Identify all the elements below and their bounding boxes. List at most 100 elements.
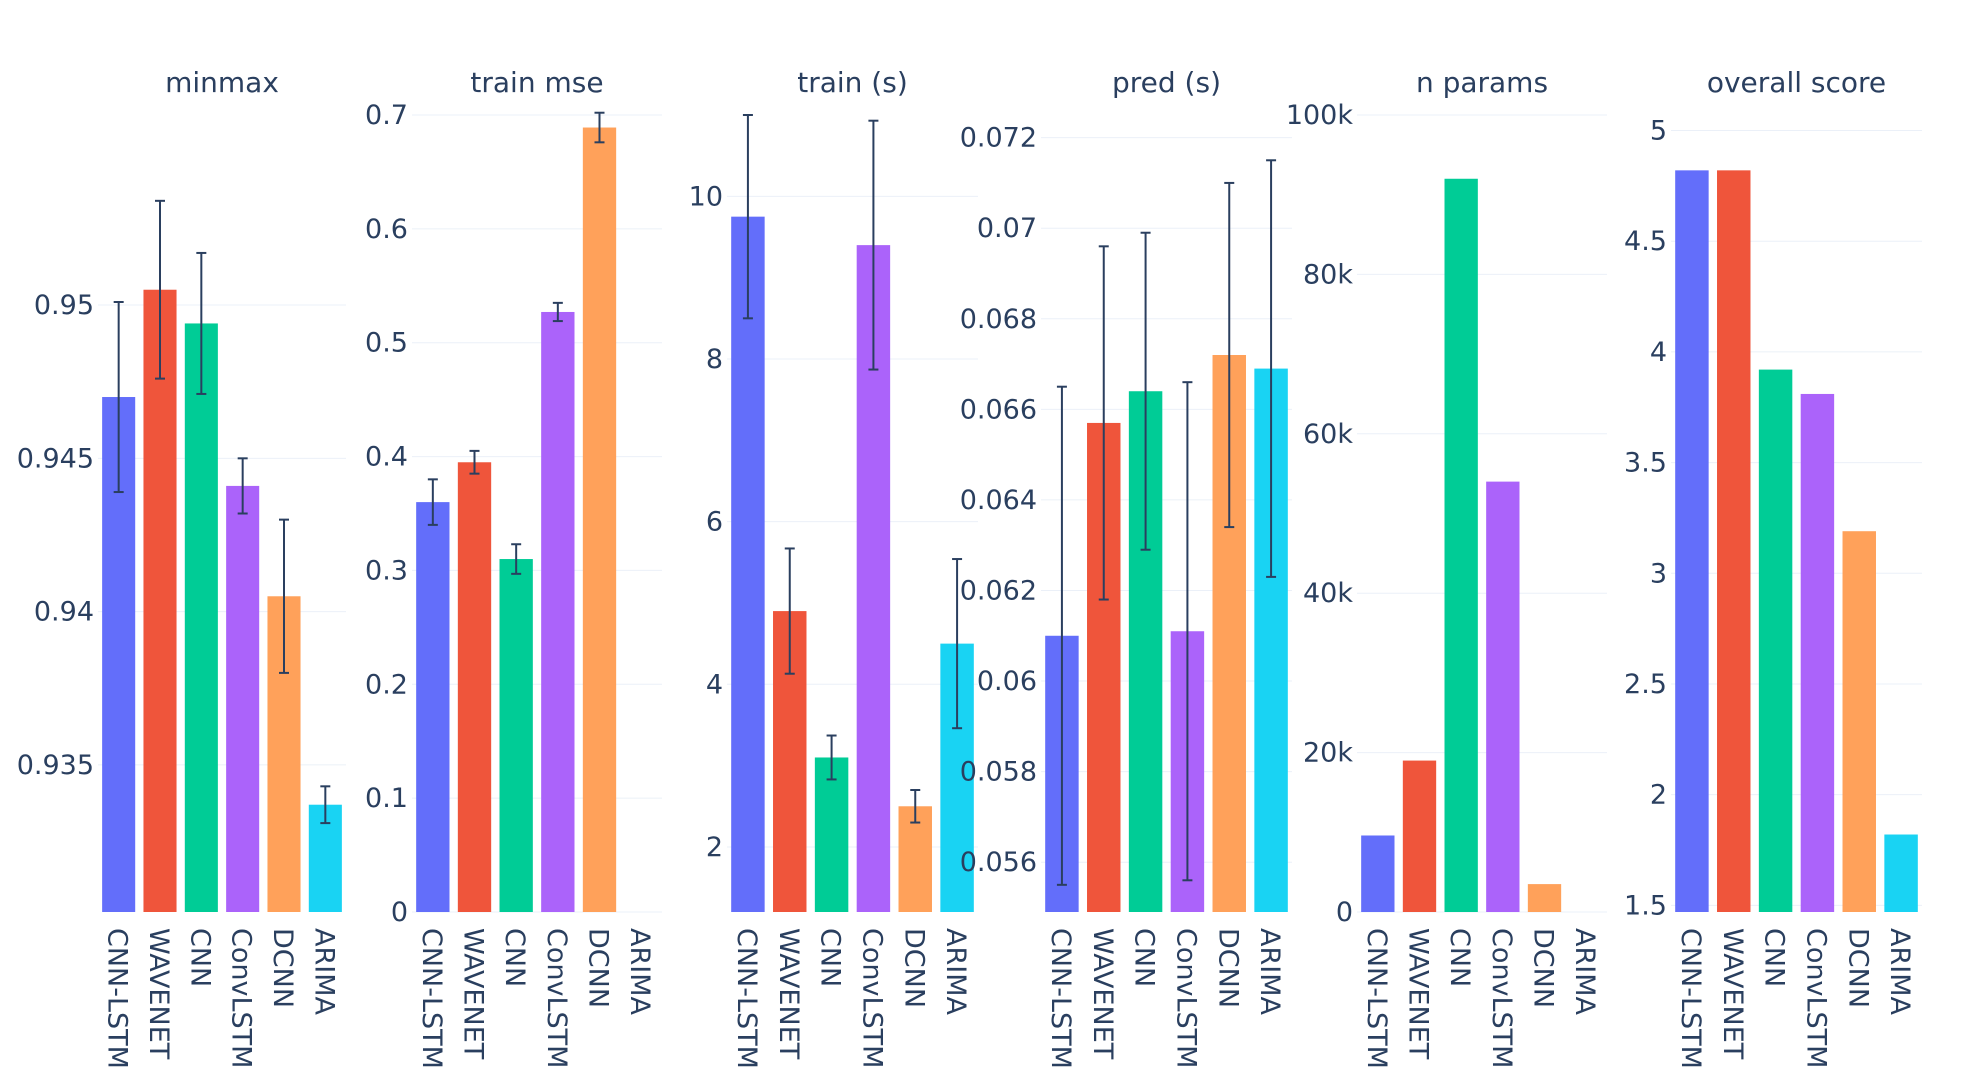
bar-cnn [499,559,533,912]
y-tick-label: 4 [1650,337,1667,368]
y-tick-label: 0.062 [960,575,1037,606]
y-tick-label: 0.056 [960,847,1037,878]
bar-wavenet [1717,170,1751,912]
x-tick-label: ARIMA [1569,928,1600,1015]
y-tick-label: 100k [1286,100,1354,131]
panel-title: overall score [1707,66,1886,99]
y-tick-label: 6 [706,507,723,538]
bar-convlstm [541,311,575,912]
y-tick-label: 8 [706,344,723,375]
y-tick-label: 80k [1303,259,1353,290]
bar-dcnn [898,806,932,912]
bar-dcnn [1842,531,1876,912]
y-tick-label: 0.94 [34,597,94,628]
y-tick-label: 0.4 [365,442,408,473]
x-tick-label: CNN [184,928,215,987]
y-tick-label: 0.3 [365,555,408,586]
panel-3: 0.056 0.058 0.06 0.062 0.064 0.066 0.068 0.07 0.… [960,66,1292,1069]
panel-5: 1.5 2 2.5 3 3.5 4 4.5 5 overall score CNN-LSTM WAV… [1624,66,1922,1069]
x-tick-label: CNN-LSTM [416,928,447,1069]
x-tick-label: CNN [1444,928,1475,987]
x-tick-label: CNN [499,928,530,987]
x-tick-label: ARIMA [308,928,339,1015]
bar-cnn [1444,178,1478,912]
x-tick-label: ARIMA [1884,928,1915,1015]
bar-cnn [184,323,218,912]
panel-1: 0 0.1 0.2 0.3 0.4 0.5 0.6 0.7 train mse CNN-LSTM W… [365,66,662,1069]
y-tick-label: 0 [391,897,408,928]
y-tick-label: 3 [1650,558,1667,589]
bar-cnn [814,757,849,912]
bar-wavenet [457,462,492,912]
x-tick-label: ConvLSTM [1800,928,1831,1068]
y-tick-label: 0.07 [977,213,1037,244]
panel-title: pred (s) [1112,66,1221,99]
panel-title: n params [1416,66,1548,99]
x-tick-label: ConvLSTM [856,928,887,1068]
y-tick-label: 0.6 [365,214,408,245]
x-tick-label: WAVENET [1717,928,1748,1060]
y-tick-label: 0.7 [365,100,408,131]
y-tick-label: 0.06 [977,666,1037,697]
x-tick-label: ConvLSTM [226,928,257,1068]
x-tick-label: ARIMA [940,928,971,1015]
y-tick-label: 0.064 [960,485,1037,516]
y-tick-label: 0.2 [365,669,408,700]
x-tick-label: WAVENET [143,928,174,1060]
x-tick-label: CNN [1129,928,1160,987]
panel-title: minmax [165,66,279,99]
bar-convlstm [1486,481,1520,912]
y-tick-label: 10 [689,181,723,212]
y-tick-label: 5 [1650,115,1667,146]
panel-0: 0.935 0.94 0.945 0.95 minmax CNN-LSTM WAVENET C… [17,66,346,1069]
x-tick-label: DCNN [1212,928,1243,1008]
bar-convlstm [1800,393,1835,912]
y-tick-label: 4.5 [1624,226,1667,257]
x-tick-label: DCNN [267,928,298,1008]
bar-cnn-lstm [416,502,450,912]
y-tick-label: 0.5 [365,328,408,359]
x-tick-label: CNN-LSTM [1675,928,1706,1069]
panel-title: train (s) [797,66,908,99]
x-tick-label: DCNN [1528,928,1559,1008]
x-tick-label: WAVENET [1087,928,1118,1060]
x-tick-label: CNN-LSTM [102,928,133,1069]
bar-dcnn [582,127,617,912]
y-tick-label: 0 [1336,897,1353,928]
y-tick-label: 2 [706,832,723,863]
y-tick-label: 0.1 [365,783,408,814]
bar-cnn-lstm [1675,170,1709,912]
panel-4: 0 20k 40k 60k 80k 100k n params CNN-LSTM WAVENET… [1286,66,1607,1069]
y-tick-label: 0.95 [34,290,94,321]
x-tick-label: ConvLSTM [541,928,572,1068]
x-tick-label: CNN-LSTM [1361,928,1392,1069]
y-tick-label: 60k [1303,419,1353,450]
y-tick-label: 0.068 [960,304,1037,335]
x-tick-label: ARIMA [1254,928,1285,1015]
bar-cnn [1758,369,1793,912]
y-tick-label: 0.945 [17,443,94,474]
x-tick-label: CNN [815,928,846,987]
bar-cnn-lstm [1361,835,1395,912]
y-tick-label: 3.5 [1624,448,1667,479]
x-tick-label: WAVENET [773,928,804,1060]
y-tick-label: 1.5 [1624,890,1667,921]
x-tick-label: ConvLSTM [1170,928,1201,1068]
panel-2: 2 4 6 8 10 train (s) CNN-LSTM WAVENET CNN ConvLST… [689,66,978,1069]
x-tick-label: WAVENET [1403,928,1434,1060]
y-tick-label: 0.058 [960,757,1037,788]
bar-convlstm [226,485,260,912]
x-tick-label: CNN-LSTM [731,928,762,1069]
y-tick-label: 2 [1650,780,1667,811]
panel-title: train mse [470,66,603,99]
x-tick-label: DCNN [583,928,614,1008]
y-tick-label: 20k [1303,738,1353,769]
x-tick-label: ConvLSTM [1486,928,1517,1068]
y-tick-label: 40k [1303,578,1353,609]
y-tick-label: 2.5 [1624,669,1667,700]
x-tick-label: CNN-LSTM [1045,928,1076,1069]
bar-arima [1884,834,1918,912]
y-tick-label: 0.935 [17,750,94,781]
bar-dcnn [1527,884,1562,912]
